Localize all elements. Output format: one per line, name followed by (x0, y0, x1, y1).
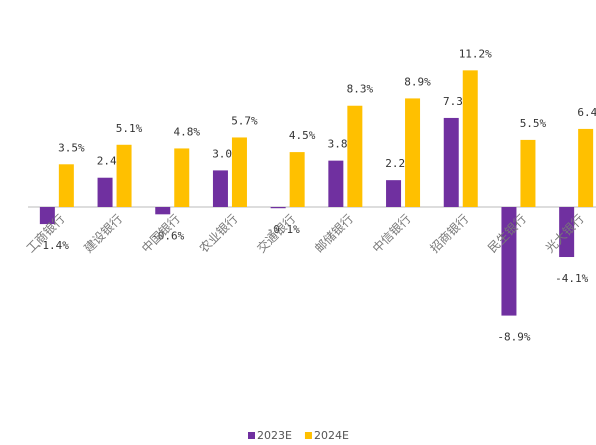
x-tick-label: 中信银行 (369, 211, 414, 256)
legend-swatch (248, 432, 255, 439)
bar (270, 207, 286, 209)
value-label: 8.3% (347, 83, 374, 96)
x-tick-label: 农业银行 (197, 212, 241, 256)
bar (328, 160, 344, 207)
bar (501, 207, 517, 316)
bar (520, 139, 536, 207)
value-label: 4.8% (174, 125, 201, 138)
bar (289, 152, 305, 207)
value-label: 8.9% (404, 75, 431, 88)
x-tick-label: 建设银行 (81, 212, 125, 256)
value-label: 11.2% (459, 47, 492, 60)
x-tick-label: 招商银行 (427, 211, 472, 256)
x-tick-label: 邮储银行 (311, 211, 356, 256)
legend-label: 2023E (257, 429, 292, 442)
value-label: 6.4% (577, 106, 596, 119)
bar (559, 207, 575, 258)
bar (97, 177, 113, 207)
value-label: -4.1% (555, 272, 588, 285)
bar (578, 128, 594, 207)
bar (405, 98, 421, 207)
value-label: -1.4% (36, 239, 69, 252)
bar (174, 148, 190, 207)
bar (443, 117, 459, 207)
value-label: -0.1% (267, 223, 300, 236)
bar (462, 70, 478, 207)
legend-label: 2024E (314, 429, 349, 442)
bar (155, 207, 171, 215)
legend-swatch (304, 432, 312, 439)
bar (347, 105, 363, 207)
bar (212, 170, 228, 207)
bar (58, 164, 74, 207)
value-label: 5.1% (116, 122, 143, 135)
value-label: 3.5% (58, 141, 85, 154)
bar (116, 144, 132, 207)
value-label: -8.9% (497, 331, 530, 344)
value-label: -0.6% (151, 229, 184, 242)
bar (386, 180, 402, 207)
value-label: 5.5% (520, 117, 547, 130)
bar (231, 137, 247, 207)
bar (39, 207, 55, 225)
value-label: 4.5% (289, 129, 316, 142)
value-label: 5.7% (231, 114, 258, 127)
